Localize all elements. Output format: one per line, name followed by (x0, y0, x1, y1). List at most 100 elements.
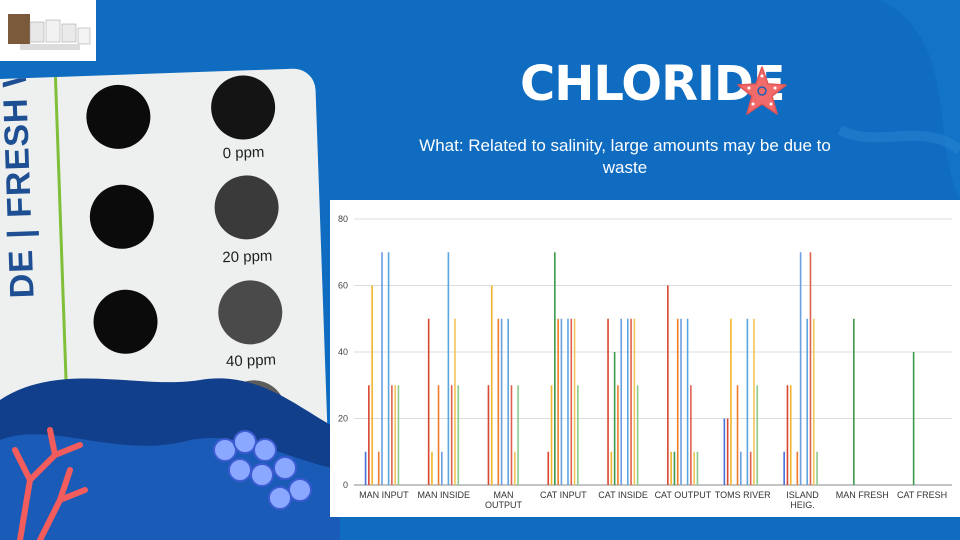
chart-bar (749, 451, 752, 485)
chart-bar (517, 385, 519, 485)
chart-bar (676, 318, 679, 485)
chart-bar (633, 318, 636, 485)
subtitle: What: Related to salinity, large amounts… (419, 136, 831, 177)
chart-bar (577, 385, 579, 485)
chart-bar (447, 252, 450, 485)
y-tick-label: 40 (338, 347, 348, 357)
chart-bar (387, 252, 390, 485)
chart-bar (487, 385, 490, 485)
ppm-label: 0 ppm (222, 143, 265, 163)
product-thumbnail (0, 0, 96, 61)
chart-bar (630, 318, 632, 485)
chart-bar (723, 418, 726, 485)
y-tick-label: 80 (338, 214, 348, 224)
chart-bar (686, 318, 689, 485)
chart-bar (507, 318, 509, 485)
x-category-label: OUTPUT (485, 500, 523, 510)
chart-bar (636, 385, 639, 485)
chart-bar (673, 451, 676, 485)
chart-bar (567, 318, 569, 485)
y-tick-label: 20 (338, 414, 348, 424)
chart-bar (789, 385, 792, 485)
y-tick-label: 60 (338, 281, 348, 291)
chart-bar (786, 385, 789, 485)
chart-bar (740, 451, 742, 485)
chart-bar (736, 385, 739, 485)
chart-bar (783, 451, 785, 485)
y-tick-label: 0 (343, 480, 348, 490)
color-swatch (213, 174, 280, 241)
chart-bar (573, 318, 576, 485)
x-category-label: CAT INSIDE (598, 490, 648, 500)
x-category-label: HEIG. (790, 500, 815, 510)
chart-bar (670, 451, 672, 485)
x-category-label: CAT INPUT (540, 490, 587, 500)
color-swatch (217, 279, 284, 346)
chart-bar (607, 318, 609, 485)
ppm-label: 20 ppm (222, 247, 273, 267)
chart-bar (490, 285, 493, 485)
chart-bar (610, 451, 613, 485)
chart-bar (368, 385, 370, 485)
chart-bar (500, 318, 503, 485)
chart-bar (397, 385, 400, 485)
chart-bar (667, 285, 669, 485)
color-swatch (210, 74, 277, 141)
chart-bar (690, 385, 692, 485)
reference-dot (85, 83, 152, 150)
chart-bar (381, 252, 383, 485)
x-category-label: MAN INSIDE (417, 490, 470, 500)
starfish-icon (737, 66, 787, 115)
chart-bar (626, 318, 629, 485)
chart-bar (427, 318, 430, 485)
chart-bar (450, 385, 453, 485)
chart-bar (696, 451, 699, 485)
page-title: CHLORIDE (520, 56, 786, 112)
chart-bar (796, 451, 799, 485)
chart-bar (513, 451, 516, 485)
x-category-label: MAN FRESH (836, 490, 889, 500)
chart-bar (364, 451, 367, 485)
chart-bar (457, 385, 460, 485)
chart-bar (617, 385, 619, 485)
x-category-label: CAT FRESH (897, 490, 947, 500)
chart-bar (437, 385, 440, 485)
chart-bar (377, 451, 380, 485)
chart-bar (547, 451, 550, 485)
chart-bar (812, 318, 815, 485)
coral-icon (0, 378, 340, 540)
x-category-label: TOMS RIVER (715, 490, 771, 500)
chart-bar (431, 451, 433, 485)
chart-bar (441, 451, 443, 485)
chart-bar (557, 318, 559, 485)
chart-bar (371, 285, 373, 485)
chart-bar (730, 318, 732, 485)
reference-dot (88, 183, 155, 250)
chart-bar (806, 318, 808, 485)
chart-bar (799, 252, 802, 485)
x-category-label: MAN (494, 490, 514, 500)
chart-bar (726, 418, 729, 485)
chart-bar (693, 451, 695, 485)
x-category-label: MAN INPUT (359, 490, 409, 500)
chart-bar (550, 385, 553, 485)
chart-bar (394, 385, 396, 485)
chart-bar (620, 318, 623, 485)
chart-bar (753, 318, 755, 485)
chart-bar (554, 252, 556, 485)
chart-bar (816, 451, 818, 485)
chart-bar (560, 318, 563, 485)
chart-bar (912, 352, 915, 485)
chart-bar (570, 318, 573, 485)
chart-bar (391, 385, 393, 485)
chloride-bar-chart: 0 20 40 60 80 MAN INPUT MAN INSIDE MAN OUTPUT CAT… (330, 200, 960, 517)
chart-bar (809, 252, 812, 485)
x-category-label: CAT OUTPUT (655, 490, 712, 500)
chart-bar (613, 352, 616, 485)
chart-bar (853, 318, 855, 485)
chart-bar (680, 318, 682, 485)
chart-bar (454, 318, 456, 485)
x-category-label: ISLAND (786, 490, 819, 500)
chart-bar (746, 318, 749, 485)
